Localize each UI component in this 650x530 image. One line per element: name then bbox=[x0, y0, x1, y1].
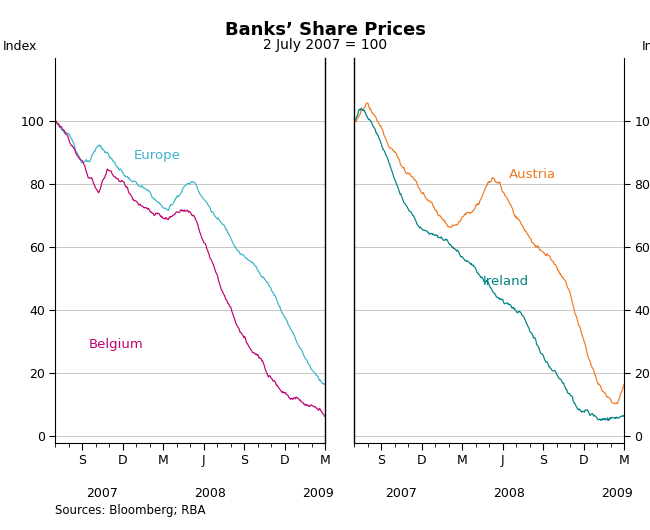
Text: 2009: 2009 bbox=[601, 487, 633, 500]
Text: 2007: 2007 bbox=[385, 487, 417, 500]
Text: Banks’ Share Prices: Banks’ Share Prices bbox=[224, 21, 426, 39]
Text: 2009: 2009 bbox=[302, 487, 334, 500]
Text: 2 July 2007 = 100: 2 July 2007 = 100 bbox=[263, 38, 387, 52]
Text: Europe: Europe bbox=[133, 149, 180, 162]
Text: Austria: Austria bbox=[510, 168, 556, 181]
Text: Belgium: Belgium bbox=[89, 338, 144, 351]
Text: Sources: Bloomberg; RBA: Sources: Bloomberg; RBA bbox=[55, 504, 206, 517]
Text: Index: Index bbox=[3, 40, 37, 52]
Text: Ireland: Ireland bbox=[482, 275, 528, 288]
Text: Index: Index bbox=[642, 40, 650, 52]
Text: 2008: 2008 bbox=[493, 487, 525, 500]
Text: 2008: 2008 bbox=[194, 487, 226, 500]
Text: 2007: 2007 bbox=[86, 487, 118, 500]
